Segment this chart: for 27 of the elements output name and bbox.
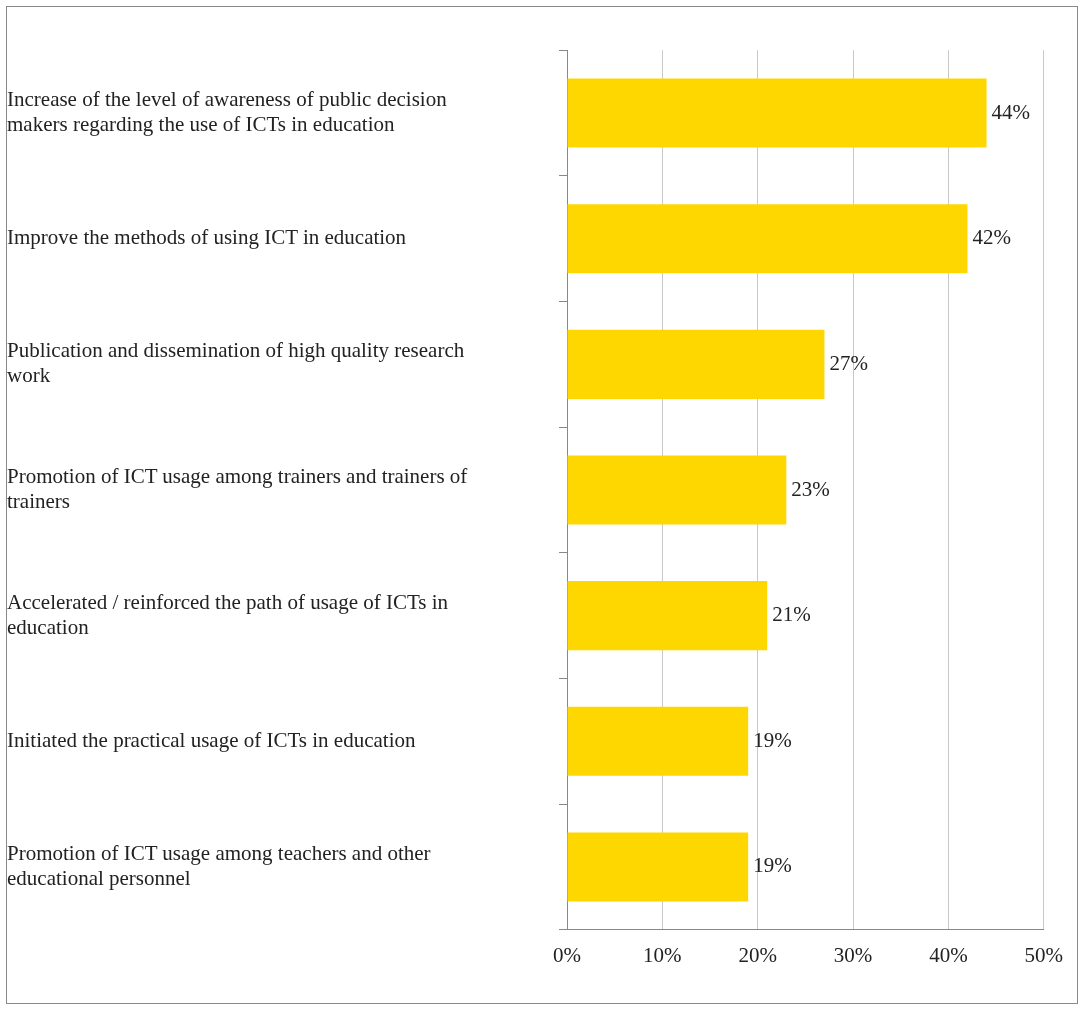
y-tick-label: Accelerated / reinforced the path of usage of ICTs in education xyxy=(7,589,449,639)
bar xyxy=(567,204,968,274)
y-tick-label: Improve the methods of using ICT in education xyxy=(7,225,407,250)
data-label: 23% xyxy=(791,476,830,501)
y-tick-label: Increase of the level of awareness of public decision makers regarding the use of ICTs in education xyxy=(7,86,448,137)
y-tick-label: Initiated the practical usage of ICTs in education xyxy=(7,727,416,752)
bar xyxy=(567,455,787,525)
data-label: 21% xyxy=(772,602,811,627)
x-tick-label: 0% xyxy=(553,942,581,967)
x-tick-label: 30% xyxy=(833,942,873,967)
bar xyxy=(567,706,749,776)
x-tick-label: 20% xyxy=(738,942,777,967)
y-tick-label: Promotion of ICT usage among trainers and trainers of trainers xyxy=(7,463,468,514)
data-label: 44% xyxy=(991,99,1031,124)
bar xyxy=(567,78,987,148)
x-tick-label: 50% xyxy=(1024,942,1063,967)
bar xyxy=(567,832,749,902)
bar xyxy=(567,329,825,399)
y-tick-label: Publication and dissemination of high quality research work xyxy=(7,338,465,388)
x-tick-label: 40% xyxy=(929,942,968,967)
data-label: 19% xyxy=(753,727,792,752)
data-label: 19% xyxy=(753,853,792,878)
data-label: 42% xyxy=(972,225,1011,250)
x-tick-label: 10% xyxy=(643,942,682,967)
y-tick-label: Promotion of ICT usage among teachers and other educational personnel xyxy=(7,840,431,891)
data-label: 27% xyxy=(829,350,868,375)
bar xyxy=(567,581,768,651)
